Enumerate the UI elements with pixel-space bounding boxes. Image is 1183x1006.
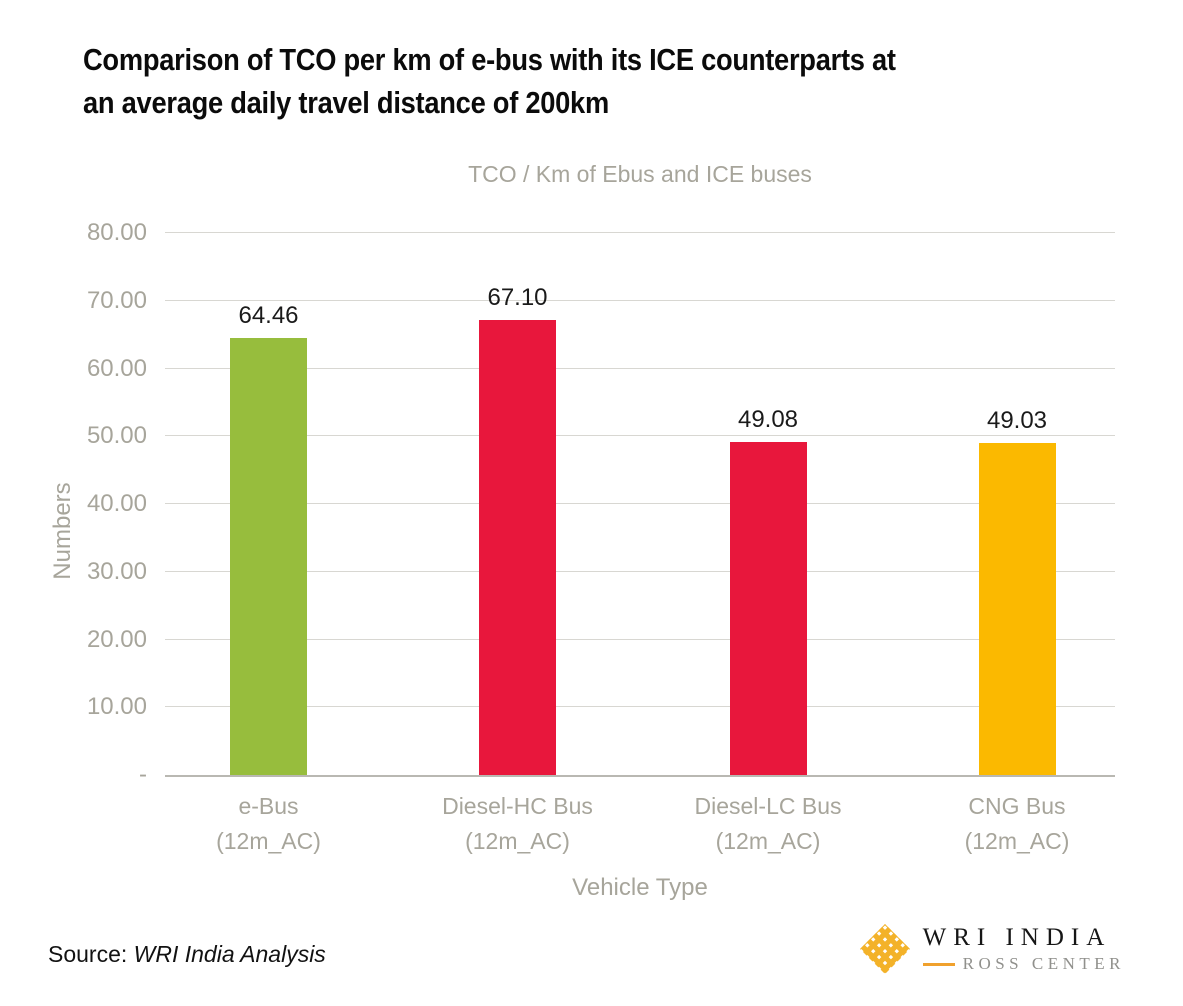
chart-main-title-line2: an average daily travel distance of 200k… xyxy=(83,85,609,120)
x-category-line1: e-Bus xyxy=(238,793,299,819)
y-tick-label: 40.00 xyxy=(86,490,147,517)
x-axis-label: Vehicle Type xyxy=(572,874,708,901)
source-prefix: Source: xyxy=(48,941,134,967)
chart-subtitle: TCO / Km of Ebus and ICE buses xyxy=(468,161,812,187)
chart-main-title: Comparison of TCO per km of e-bus with i… xyxy=(83,38,896,124)
x-category-line1: Diesel-LC Bus xyxy=(694,793,842,819)
wri-logo-line2: ROSS CENTER xyxy=(922,954,1125,974)
wri-logo-text: WRI INDIA ROSS CENTER xyxy=(922,924,1125,974)
gridline xyxy=(165,706,1115,708)
y-tick-label: - xyxy=(139,761,147,788)
y-tick-label: 20.00 xyxy=(86,625,147,653)
y-axis-ticks: 80.00 70.00 60.00 50.00 40.00 30.00 20.00 10.00… xyxy=(48,219,147,788)
x-category-label: Diesel-HC Bus (12m_AC) xyxy=(398,789,638,859)
gridline xyxy=(165,435,1115,437)
y-tick-label: 50.00 xyxy=(86,422,147,450)
logo-dash-icon xyxy=(922,962,955,966)
gridline xyxy=(165,570,1115,572)
gridline xyxy=(165,232,1115,233)
x-category-label: CNG Bus (12m_AC) xyxy=(897,789,1137,859)
bar-0 xyxy=(230,338,307,775)
x-category-line1: CNG Bus xyxy=(968,793,1066,819)
bar-value-label: 64.46 xyxy=(238,302,299,330)
y-tick-label: 30.00 xyxy=(86,557,147,585)
y-tick-label: 80.00 xyxy=(86,219,147,246)
x-category-line2: (12m_AC) xyxy=(964,828,1070,854)
y-tick-label: 70.00 xyxy=(86,286,147,314)
x-category-line2: (12m_AC) xyxy=(465,828,570,854)
gridline xyxy=(165,638,1115,640)
x-category-line2: (12m_AC) xyxy=(715,828,821,854)
bar-2 xyxy=(729,442,807,775)
x-axis-categories: e-Bus (12m_AC) Diesel-HC Bus (12m_AC) Diesel… xyxy=(165,789,1115,869)
y-tick-label: 10.00 xyxy=(86,693,147,721)
y-tick-label: 60.00 xyxy=(86,354,147,382)
bar-1 xyxy=(479,320,556,775)
bar-value-label: 49.03 xyxy=(986,406,1048,434)
plot-area: 64.46 67.10 49.08 49.03 xyxy=(165,232,1115,777)
bar-value-label: 67.10 xyxy=(487,284,548,312)
chart-main-title-line1: Comparison of TCO per km of e-bus with i… xyxy=(83,42,896,77)
wri-logo-line2-text: ROSS CENTER xyxy=(962,954,1125,973)
wri-logo: WRI INDIA ROSS CENTER xyxy=(859,924,1125,974)
wri-logo-line1: WRI INDIA xyxy=(922,924,1112,951)
wri-weave-icon xyxy=(859,924,910,974)
x-category-line2: (12m_AC) xyxy=(216,828,321,854)
source-note: Source: WRI India Analysis xyxy=(48,941,326,968)
bar-value-label: 49.08 xyxy=(737,406,799,434)
x-category-line1: Diesel-HC Bus xyxy=(442,793,593,819)
x-category-label: e-Bus (12m_AC) xyxy=(149,789,389,859)
gridline xyxy=(165,367,1115,369)
bar-3 xyxy=(978,442,1056,775)
gridline xyxy=(165,299,1115,301)
x-category-label: Diesel-LC Bus (12m_AC) xyxy=(648,789,888,859)
source-text: WRI India Analysis xyxy=(133,941,326,967)
gridline xyxy=(165,503,1115,504)
